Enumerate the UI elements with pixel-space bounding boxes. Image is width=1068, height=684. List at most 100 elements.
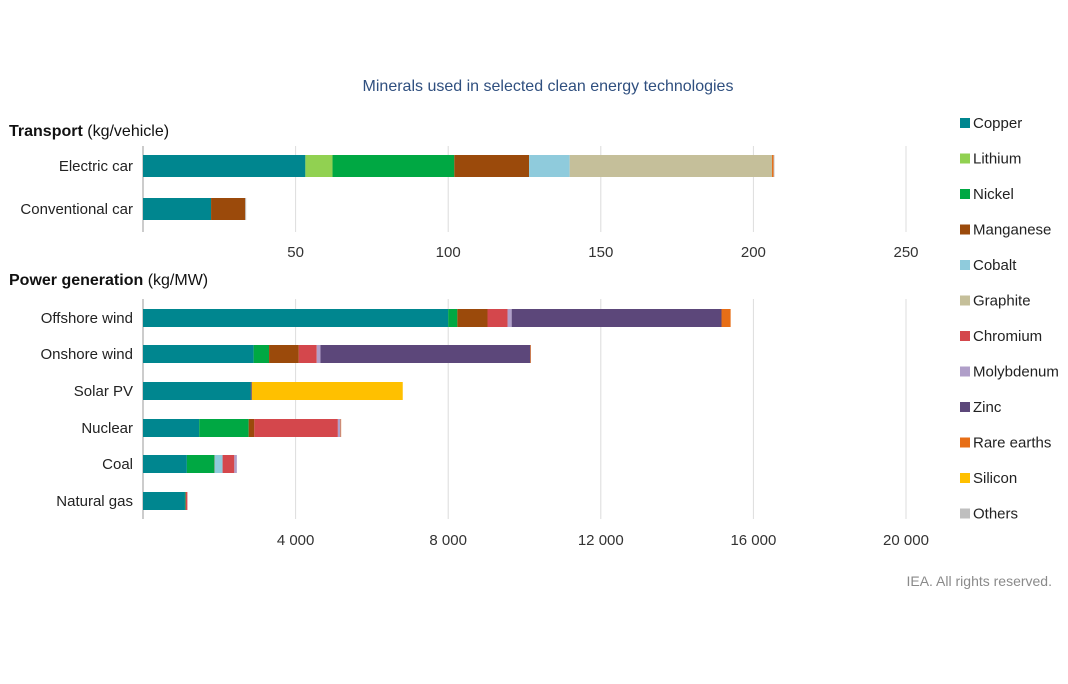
credit-text: IEA. All rights reserved.	[906, 573, 1052, 589]
category-label: Coal	[102, 456, 133, 473]
category-label: Onshore wind	[40, 346, 133, 363]
bar-segment-copper	[143, 419, 200, 437]
section-title-bold: Transport	[9, 123, 83, 140]
legend-swatch	[960, 331, 970, 341]
bar-segment-nickel	[253, 345, 270, 363]
legend-swatch	[960, 224, 970, 235]
legend-item-copper: Copper	[960, 115, 1022, 132]
bar-segment-molybdenum	[507, 309, 512, 327]
bar-segment-others	[245, 198, 247, 220]
bar-segment-molybdenum	[316, 345, 321, 363]
legend-label: Chromium	[973, 328, 1042, 345]
bar-segment-rare-earths	[772, 155, 774, 177]
bar-segment-copper	[143, 382, 251, 400]
legend-swatch	[960, 473, 970, 483]
legend-label: Nickel	[973, 186, 1014, 203]
legend-item-nickel: Nickel	[960, 186, 1014, 203]
x-tick-label: 20 000	[883, 532, 929, 549]
bar-segment-molybdenum	[234, 455, 237, 473]
bar-segment-zinc	[511, 309, 722, 327]
legend-swatch	[960, 260, 970, 270]
category-label: Natural gas	[56, 493, 133, 510]
legend-label: Copper	[973, 115, 1022, 132]
category-label: Solar PV	[74, 383, 133, 400]
legend-item-silicon: Silicon	[960, 470, 1017, 487]
legend-label: Manganese	[973, 222, 1051, 239]
bar-segment-graphite	[569, 155, 773, 177]
bar-segment-copper	[143, 492, 185, 510]
category-label: Offshore wind	[41, 310, 133, 327]
legend-item-lithium: Lithium	[960, 151, 1021, 168]
legend-swatch	[960, 189, 970, 199]
x-tick-label: 150	[588, 244, 613, 261]
legend-label: Graphite	[973, 293, 1031, 310]
legend-swatch	[960, 366, 970, 377]
bar-segment-cobalt	[214, 455, 223, 473]
legend-label: Lithium	[973, 151, 1021, 168]
chart-title: Minerals used in selected clean energy t…	[363, 78, 734, 95]
section-title-unit: (kg/MW)	[143, 272, 208, 289]
chart-panels: Transport (kg/vehicle) 50 100 150 200 250 Elec…	[9, 123, 929, 549]
bar-segment-zinc	[320, 345, 531, 363]
bar-segment-chromium	[254, 419, 338, 437]
bar-segment-rare-earths	[340, 419, 342, 437]
category-label: Nuclear	[81, 420, 133, 437]
panel-transport: Transport (kg/vehicle) 50 100 150 200 250 Elec…	[9, 123, 919, 261]
bar-segment-zinc	[250, 382, 252, 400]
section-title-bold: Power generation	[9, 272, 143, 289]
bar-segment-nickel	[332, 155, 455, 177]
x-tick-label: 12 000	[578, 532, 624, 549]
bar-segment-nickel	[186, 455, 215, 473]
legend-label: Cobalt	[973, 257, 1017, 274]
x-tick-label: 50	[287, 244, 304, 261]
x-tick-label: 100	[436, 244, 461, 261]
bar-segment-cobalt	[529, 155, 570, 177]
bar-segment-copper	[143, 345, 254, 363]
legend-swatch	[960, 402, 970, 412]
legend-label: Molybdenum	[973, 364, 1059, 381]
bar-segment-nickel	[184, 492, 186, 510]
legend-item-molybdenum: Molybdenum	[960, 364, 1059, 381]
legend-label: Rare earths	[973, 435, 1051, 452]
category-label: Conventional car	[20, 201, 133, 218]
section-title: Transport (kg/vehicle)	[9, 123, 169, 140]
bar-segment-copper	[143, 455, 187, 473]
bar-segment-manganese	[269, 345, 299, 363]
legend-label: Silicon	[973, 470, 1017, 487]
legend-swatch	[960, 118, 970, 128]
bar-segment-chromium	[222, 455, 235, 473]
legend-item-manganese: Manganese	[960, 222, 1051, 239]
legend-swatch	[960, 437, 970, 448]
legend-swatch	[960, 295, 970, 306]
bar-segment-manganese	[248, 419, 255, 437]
legend-item-rare-earths: Rare earths	[960, 435, 1051, 452]
bar-segment-manganese	[457, 309, 488, 327]
legend-label: Zinc	[973, 399, 1002, 416]
panel-power-generation: Power generation (kg/MW) 4 000 8 000 12 000…	[9, 272, 929, 549]
legend-item-zinc: Zinc	[960, 399, 1002, 416]
legend-item-others: Others	[960, 506, 1018, 523]
bar-segment-manganese	[211, 198, 246, 220]
bar-segment-copper	[143, 198, 212, 220]
bar-segment-manganese	[454, 155, 530, 177]
legend-item-chromium: Chromium	[960, 328, 1042, 345]
bar-segment-lithium	[305, 155, 333, 177]
bar-segment-chromium	[298, 345, 317, 363]
x-tick-label: 200	[741, 244, 766, 261]
bar-segment-nickel	[448, 309, 458, 327]
legend-swatch	[960, 153, 970, 164]
legend: Copper Lithium Nickel Manganese Cobalt Graphi…	[960, 115, 1059, 523]
section-title: Power generation (kg/MW)	[9, 272, 208, 289]
bar-segment-others	[773, 155, 775, 177]
bar-segment-copper	[143, 155, 306, 177]
x-tick-label: 16 000	[730, 532, 776, 549]
legend-item-cobalt: Cobalt	[960, 257, 1017, 274]
bar-segment-rare-earths	[721, 309, 731, 327]
bar-segment-molybdenum	[337, 419, 341, 437]
x-tick-label: 250	[893, 244, 918, 261]
x-tick-label: 8 000	[429, 532, 467, 549]
bar-segment-copper	[143, 309, 449, 327]
legend-item-graphite: Graphite	[960, 293, 1031, 310]
bar-segment-nickel	[199, 419, 249, 437]
